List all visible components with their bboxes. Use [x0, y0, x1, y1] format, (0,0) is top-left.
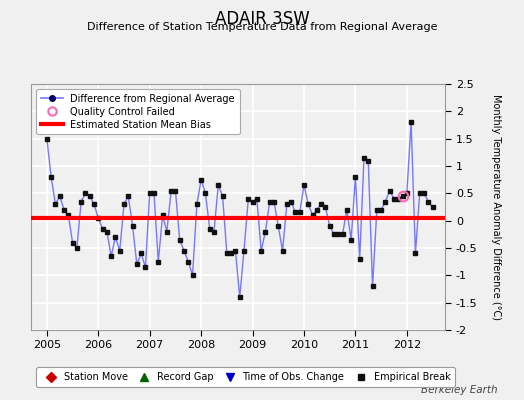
Y-axis label: Monthly Temperature Anomaly Difference (°C): Monthly Temperature Anomaly Difference (… — [492, 94, 501, 320]
Text: ADAIR 3SW: ADAIR 3SW — [215, 10, 309, 28]
Legend: Station Move, Record Gap, Time of Obs. Change, Empirical Break: Station Move, Record Gap, Time of Obs. C… — [36, 368, 455, 387]
Text: Difference of Station Temperature Data from Regional Average: Difference of Station Temperature Data f… — [87, 22, 437, 32]
Legend: Difference from Regional Average, Quality Control Failed, Estimated Station Mean: Difference from Regional Average, Qualit… — [36, 89, 239, 134]
Text: Berkeley Earth: Berkeley Earth — [421, 385, 498, 395]
